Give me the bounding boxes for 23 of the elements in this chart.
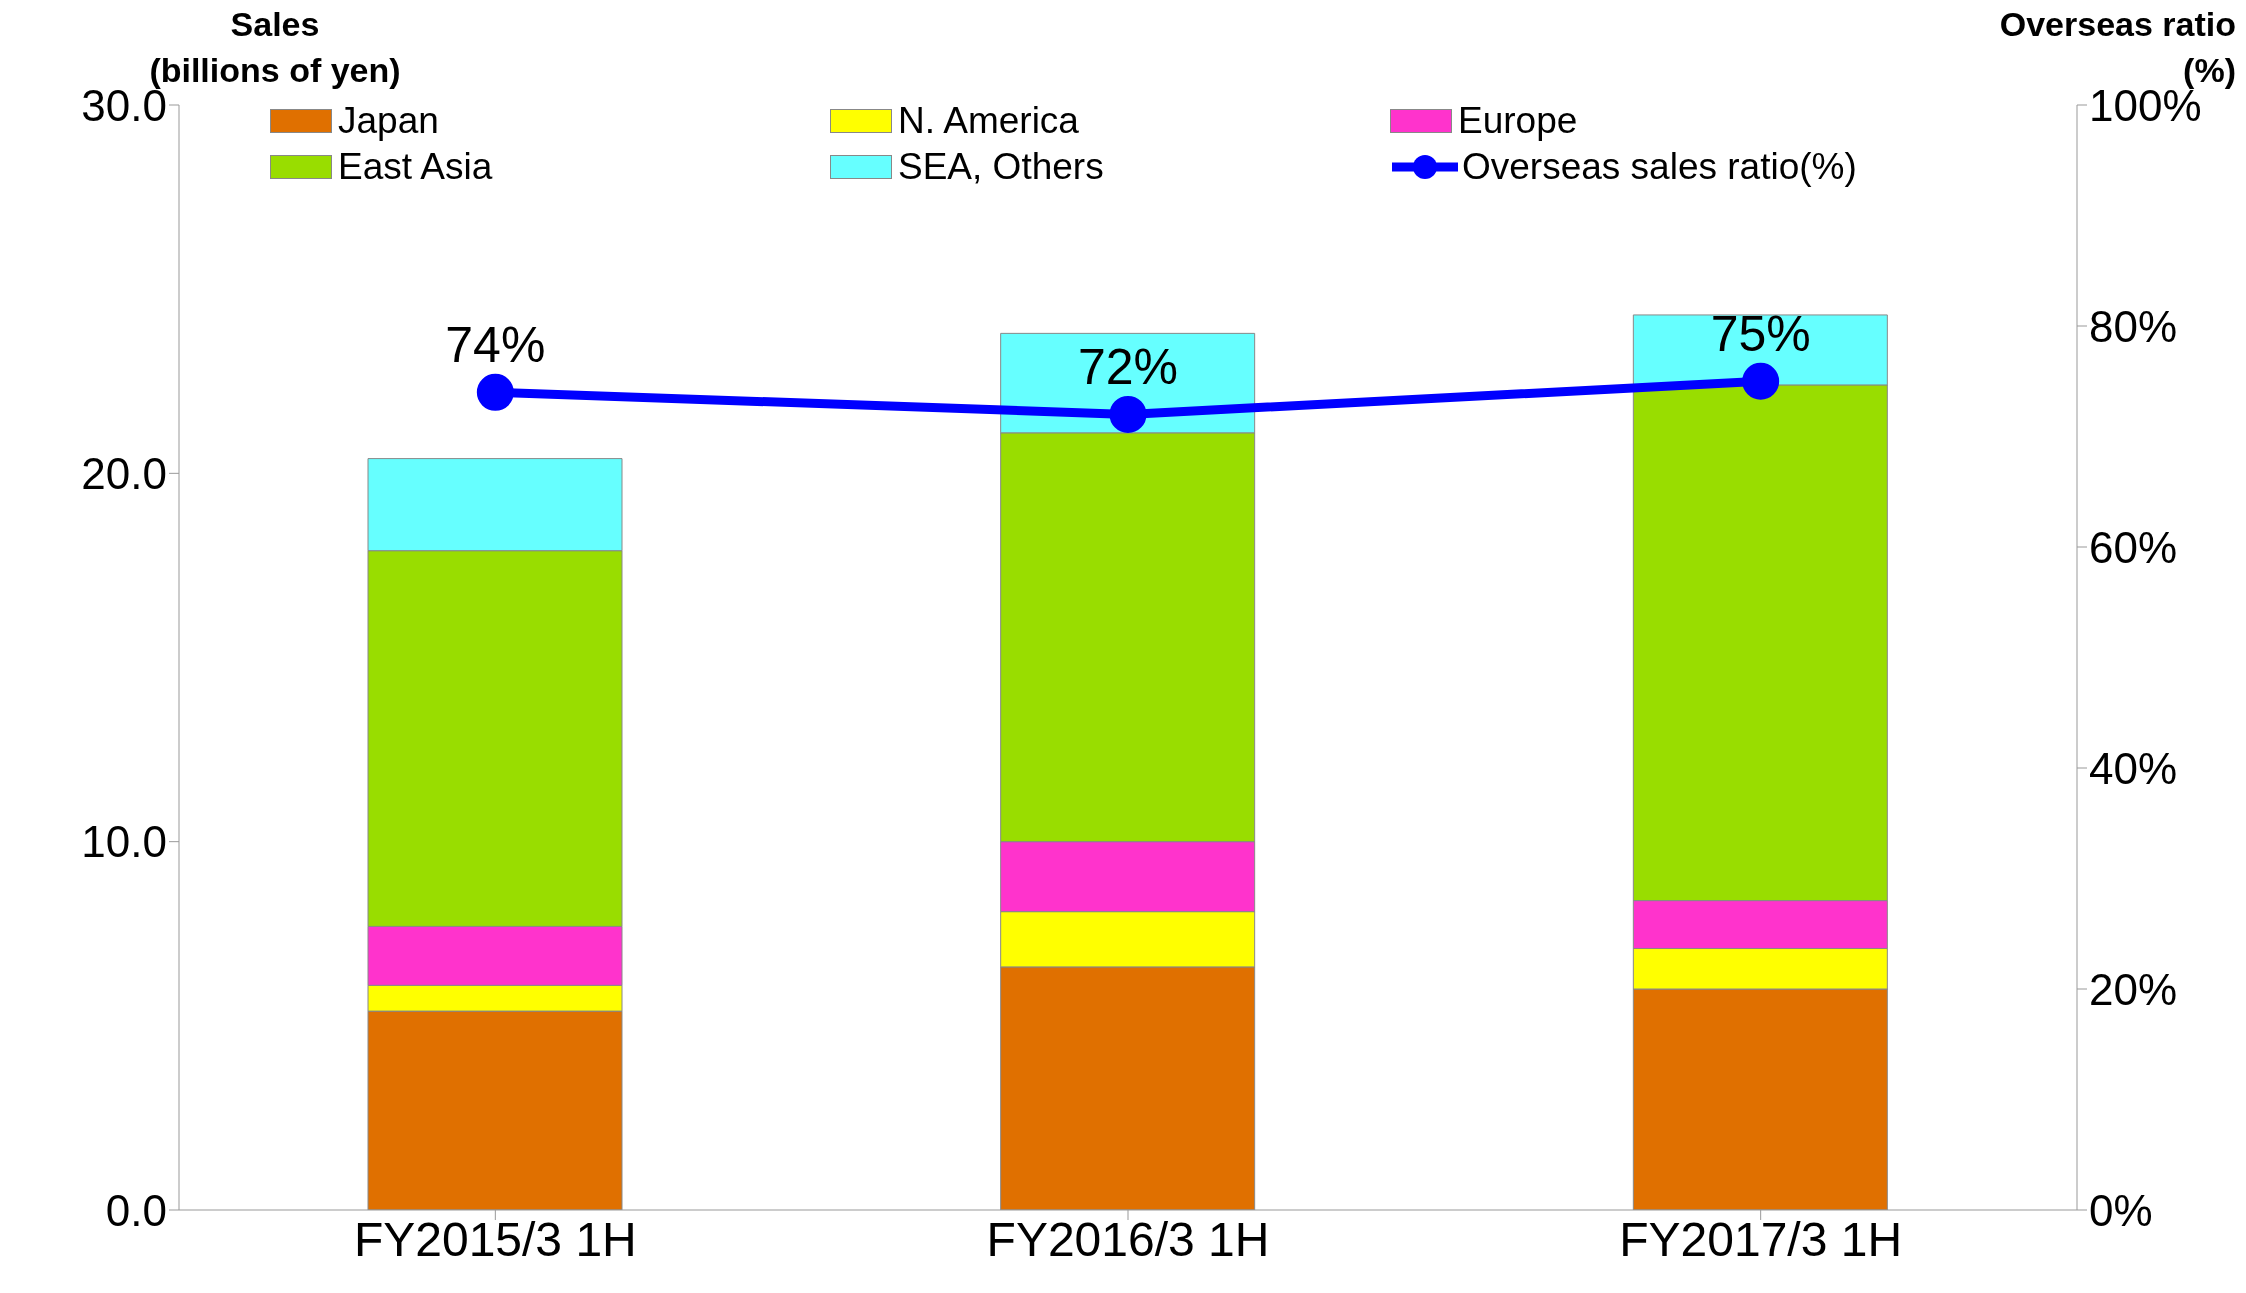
x-tick-label: FY2015/3 1H [353, 1213, 637, 1267]
legend-label: East Asia [338, 146, 493, 188]
point [1742, 362, 1780, 400]
y2-tick-label: 60% [2089, 522, 2178, 572]
y-tick-label: 0.0 [105, 1185, 167, 1235]
legend-label: Europe [1458, 100, 1578, 142]
point [1109, 395, 1147, 433]
x-tick-label: FY2016/3 1H [986, 1213, 1270, 1267]
y-tick-label: 10.0 [81, 817, 167, 867]
data-label: 75% [1710, 306, 1811, 363]
legend-label: Japan [338, 100, 439, 142]
y2-tick-label: 80% [2089, 301, 2178, 351]
legend-label: N. America [898, 100, 1079, 142]
legend-label: SEA, Others [898, 146, 1104, 188]
y-tick-label: 20.0 [81, 448, 167, 498]
point [476, 373, 514, 411]
data-label: 72% [1077, 339, 1179, 396]
y2-tick-label: 40% [2089, 743, 2178, 793]
legend-label: Overseas sales ratio(%) [1462, 146, 1857, 188]
data-label: 74% [445, 317, 546, 374]
y2-tick-label: 0% [2089, 1185, 2153, 1235]
y2-tick-label: 20% [2089, 964, 2178, 1014]
x-tick-label: FY2017/3 1H [1619, 1213, 1903, 1267]
